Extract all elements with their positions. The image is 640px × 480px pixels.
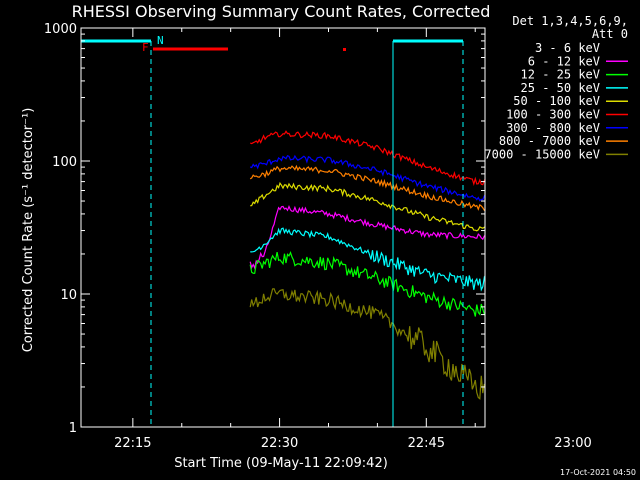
night-flag-label: N	[157, 34, 164, 47]
chart-title: RHESSI Observing Summary Count Rates, Co…	[72, 2, 491, 21]
y-axis: 1 10 100 1000	[44, 22, 485, 436]
x-tick-label: 23:00	[554, 436, 591, 451]
series-line-50-100-kev	[250, 181, 485, 232]
legend-label: 100 - 300 keV	[506, 108, 600, 122]
legend-label: 50 - 100 keV	[513, 94, 600, 108]
legend-label: 300 - 800 keV	[506, 121, 600, 135]
y-tick-label: 100	[52, 155, 77, 170]
series-line-25-50-kev	[250, 227, 485, 292]
x-axis-label: Start Time (09-May-11 22:09:42)	[174, 456, 388, 471]
series-line-100-300-kev	[249, 130, 485, 186]
legend-header-line-1: Det 1,3,4,5,6,9,	[512, 14, 628, 28]
timestamp: 17-Oct-2021 04:50	[560, 468, 636, 477]
legend-header-line-2: Att 0	[592, 27, 628, 41]
legend-label: 12 - 25 keV	[521, 68, 600, 82]
series-line-3-6-kev	[249, 180, 485, 311]
series-line-300-800-kev	[250, 154, 485, 202]
series-line-800-7000-kev	[249, 164, 485, 212]
series-line-12-25-kev	[249, 250, 485, 317]
flare-flag-label: F	[142, 41, 149, 54]
flare-marker-dot	[343, 48, 346, 51]
x-tick-label: 22:30	[261, 436, 298, 451]
legend-label: 25 - 50 keV	[521, 81, 600, 95]
legend-label: 7000 - 15000 keV	[484, 147, 600, 161]
legend-label: 6 - 12 keV	[528, 54, 600, 68]
annotation-layer: F N	[80, 34, 464, 427]
series-line-6-12-kev	[249, 204, 485, 270]
legend-label: 800 - 7000 keV	[499, 134, 600, 148]
series-layer	[249, 130, 485, 400]
x-tick-label: 22:15	[114, 436, 151, 451]
plot-frame	[80, 27, 486, 428]
y-axis-label: Corrected Count Rate (s⁻¹ detector⁻¹)	[21, 108, 36, 353]
y-tick-label: 1000	[44, 22, 77, 37]
y-tick-label: 1	[69, 421, 77, 436]
legend-label: 3 - 6 keV	[535, 41, 600, 55]
series-line-7000-15000-kev	[249, 288, 485, 400]
x-tick-label: 22:45	[408, 436, 445, 451]
y-tick-label: 10	[60, 288, 77, 303]
